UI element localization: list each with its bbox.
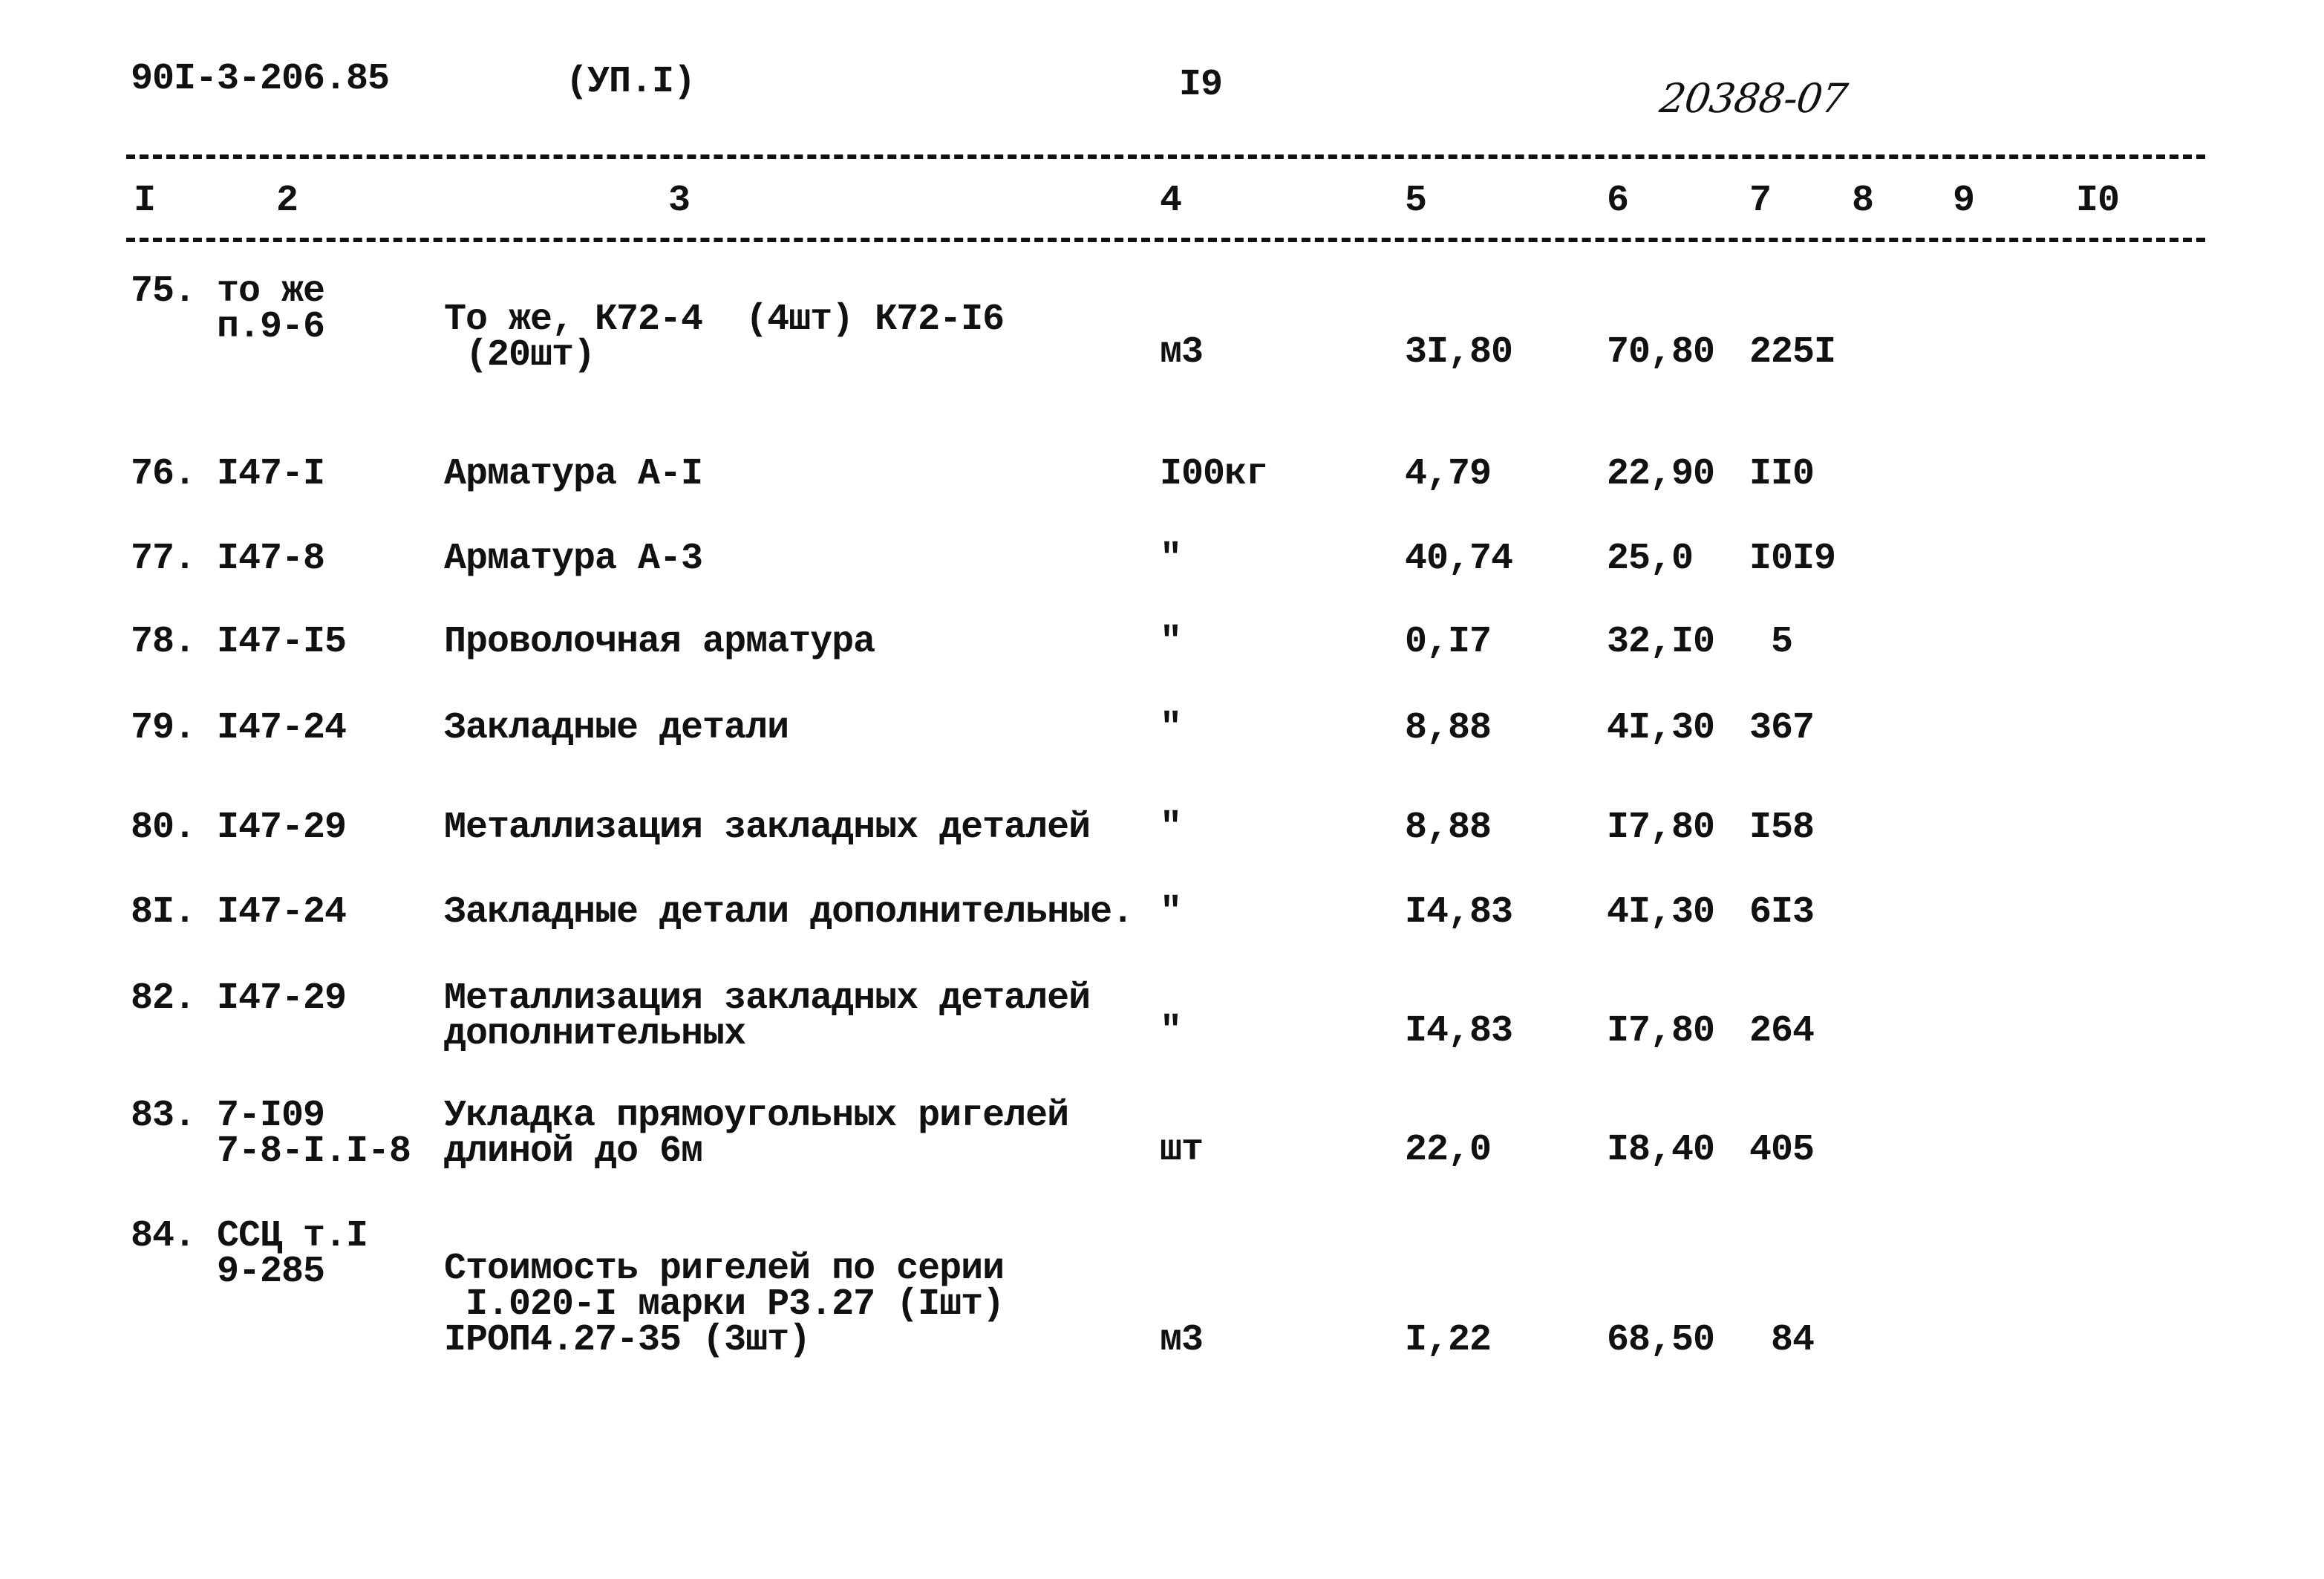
row-code: I47-29: [217, 807, 347, 849]
row-description: Металлизация закладных деталей: [444, 977, 1091, 1020]
row-total: 6I3: [1749, 891, 1815, 934]
row-number: 80.: [131, 807, 196, 849]
row-code: п.9-6: [217, 306, 325, 348]
column-header-9: 9: [1953, 180, 1975, 222]
row-code: I47-8: [217, 538, 325, 580]
row-description: Стоимость ригелей по серии: [444, 1248, 1005, 1290]
row-description: Закладные детали дополнительные.: [444, 891, 1134, 934]
row-quantity: I4,83: [1405, 891, 1513, 934]
row-total: 264: [1749, 1010, 1815, 1052]
row-code: I47-29: [217, 977, 347, 1020]
row-description: длиной до 6м: [444, 1130, 703, 1173]
header-divider-bottom: [126, 238, 2205, 242]
row-number: 78.: [131, 621, 196, 663]
row-unit: ": [1160, 707, 1182, 749]
row-unit-price: I7,80: [1607, 807, 1715, 849]
row-description: I.020-I марки Р3.27 (Iшт): [444, 1283, 1005, 1326]
row-unit-price: 70,80: [1607, 331, 1715, 374]
row-number: 84.: [131, 1215, 196, 1257]
row-quantity: 0,I7: [1405, 621, 1492, 663]
row-quantity: 8,88: [1405, 807, 1492, 849]
row-description: IРОП4.27-35 (3шт): [444, 1319, 811, 1361]
row-code: I47-24: [217, 891, 347, 934]
row-unit-price: I8,40: [1607, 1129, 1715, 1171]
row-unit-price: I7,80: [1607, 1010, 1715, 1052]
row-description: дополнительных: [444, 1013, 746, 1055]
row-code: 7-I09: [217, 1095, 325, 1137]
row-description: Арматура А-I: [444, 453, 703, 495]
column-header-6: 6: [1607, 180, 1629, 222]
row-unit-price: 32,I0: [1607, 621, 1715, 663]
row-code: I47-24: [217, 707, 347, 749]
column-header-2: 2: [276, 180, 298, 222]
row-unit: I00кг: [1160, 453, 1268, 495]
row-unit: ": [1160, 621, 1182, 663]
header-divider-top: [126, 154, 2205, 159]
row-number: 83.: [131, 1095, 196, 1137]
section-label: (УП.I): [566, 61, 696, 103]
row-code: I47-I5: [217, 621, 347, 663]
row-number: 82.: [131, 977, 196, 1020]
row-description: Арматура А-3: [444, 538, 703, 580]
row-quantity: 4,79: [1405, 453, 1492, 495]
column-header-10: I0: [2076, 180, 2120, 222]
row-unit-price: 68,50: [1607, 1319, 1715, 1361]
row-unit: ": [1160, 891, 1182, 934]
row-description: То же, К72-4 (4шт) К72-I6: [444, 299, 1005, 341]
row-number: 76.: [131, 453, 196, 495]
row-description: Проволочная арматура: [444, 621, 875, 663]
column-header-4: 4: [1160, 180, 1182, 222]
row-quantity: 3I,80: [1405, 331, 1513, 374]
row-code: I47-I: [217, 453, 325, 495]
row-unit: м3: [1160, 331, 1204, 374]
row-description: Укладка прямоугольных ригелей: [444, 1095, 1069, 1137]
column-header-1: I: [134, 180, 156, 222]
row-total: 84: [1749, 1319, 1815, 1361]
row-description: Закладные детали: [444, 707, 789, 749]
row-quantity: I,22: [1405, 1319, 1492, 1361]
row-total: I58: [1749, 807, 1815, 849]
row-unit-price: 4I,30: [1607, 891, 1715, 934]
row-quantity: 40,74: [1405, 538, 1513, 580]
row-code: 7-8-I.I-8: [217, 1130, 411, 1173]
row-number: 8I.: [131, 891, 196, 934]
row-unit: ": [1160, 807, 1182, 849]
row-code: 9-285: [217, 1251, 325, 1293]
row-total: 367: [1749, 707, 1815, 749]
row-number: 75.: [131, 270, 196, 313]
row-description: Металлизация закладных деталей: [444, 807, 1091, 849]
row-total: 405: [1749, 1129, 1815, 1171]
row-code: то же: [217, 270, 325, 313]
column-header-8: 8: [1852, 180, 1874, 222]
row-total: I0I9: [1749, 538, 1836, 580]
row-unit: м3: [1160, 1319, 1204, 1361]
row-quantity: 22,0: [1405, 1129, 1492, 1171]
document-code: 90I-3-206.85: [131, 58, 390, 100]
row-code: ССЦ т.I: [217, 1215, 368, 1257]
row-quantity: 8,88: [1405, 707, 1492, 749]
row-quantity: I4,83: [1405, 1010, 1513, 1052]
row-unit-price: 25,0: [1607, 538, 1694, 580]
row-description: (20шт): [444, 334, 595, 377]
column-header-3: 3: [668, 180, 691, 222]
row-unit: ": [1160, 1010, 1182, 1052]
row-total: 5: [1749, 621, 1793, 663]
row-unit: шт: [1160, 1129, 1204, 1171]
page-number: I9: [1179, 64, 1223, 106]
handwritten-number: 20388-07: [1656, 75, 1850, 122]
column-header-7: 7: [1749, 180, 1772, 222]
row-number: 77.: [131, 538, 196, 580]
column-header-5: 5: [1405, 180, 1427, 222]
row-unit-price: 22,90: [1607, 453, 1715, 495]
row-total: 225I: [1749, 331, 1836, 374]
row-unit: ": [1160, 538, 1182, 580]
row-total: II0: [1749, 453, 1815, 495]
row-number: 79.: [131, 707, 196, 749]
row-unit-price: 4I,30: [1607, 707, 1715, 749]
